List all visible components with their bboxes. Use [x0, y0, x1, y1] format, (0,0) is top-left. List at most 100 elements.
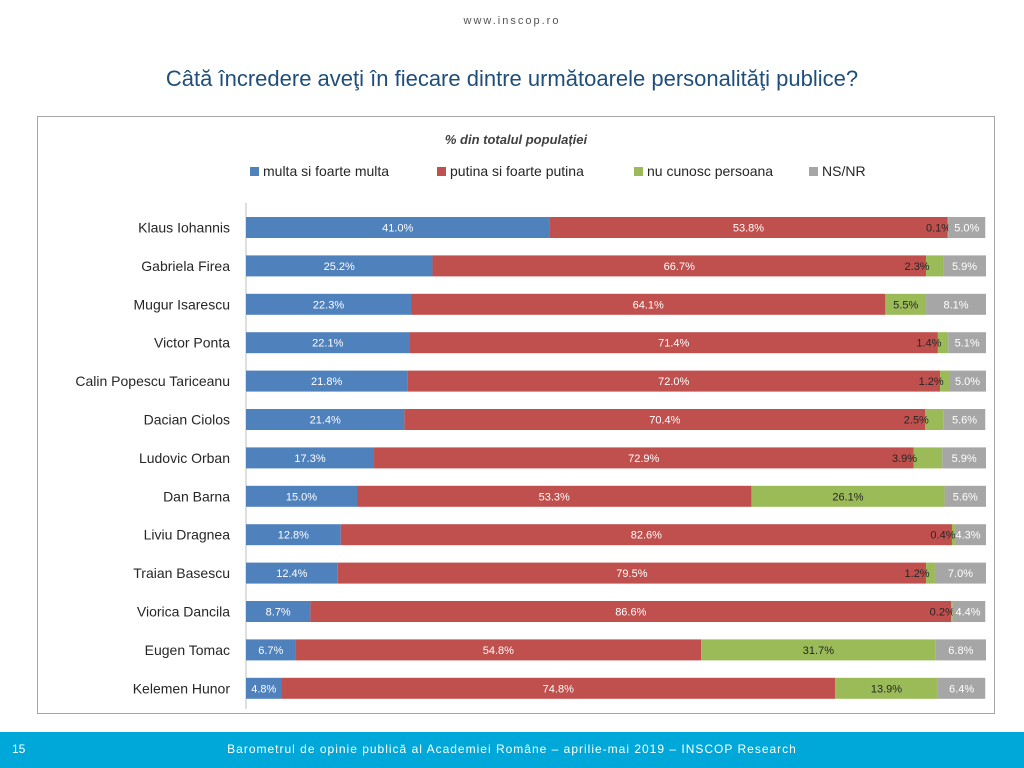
bar-segment-2: [340, 524, 952, 546]
data-label: 12.8%: [278, 530, 309, 542]
bar-segment-4: [935, 639, 986, 661]
data-label: 71.4%: [658, 338, 689, 350]
bar-segment-2: [411, 293, 886, 315]
data-label: 0.2%: [930, 607, 955, 619]
bar-segment-2: [432, 255, 927, 277]
bar-segment-2: [404, 409, 926, 430]
bar-segment-4: [943, 255, 986, 277]
bar-segment-2: [409, 332, 938, 354]
bar-segment-2: [357, 485, 752, 507]
bar-segment-3: [937, 332, 949, 354]
category-label: Ludovic Orban: [139, 450, 230, 466]
bar-segment-2: [549, 217, 948, 238]
bar-segment-3: [751, 485, 945, 507]
category-label: Gabriela Firea: [141, 258, 230, 274]
data-label: 0.4%: [930, 530, 955, 542]
legend-swatch-4: [809, 167, 818, 176]
category-label: Klaus Iohannis: [138, 220, 230, 236]
chart-frame: % din totalul populației multa si foarte …: [37, 116, 995, 714]
data-label: 25.2%: [324, 261, 355, 273]
bar-segment-4: [952, 601, 986, 622]
data-label: 74.8%: [543, 683, 574, 695]
bar-segment-2: [295, 639, 702, 661]
bar-segment-1: [246, 370, 408, 392]
bar-segment-3: [835, 677, 938, 699]
bar-segment-3: [885, 293, 927, 315]
category-label: Mugur Isarescu: [134, 296, 230, 312]
data-label: 41.0%: [382, 223, 413, 235]
footer-text: Barometrul de opinie publică al Academie…: [227, 742, 797, 756]
bar-segment-2: [337, 562, 927, 584]
bar-segment-3: [701, 639, 936, 661]
data-label: 6.4%: [949, 683, 974, 695]
data-label: 1.2%: [905, 568, 930, 580]
bar-segment-2: [374, 447, 914, 469]
bar-segment-4: [948, 332, 986, 354]
data-label: 5.0%: [955, 376, 980, 388]
data-label: 13.9%: [871, 683, 902, 695]
bar-segment-3: [926, 255, 944, 277]
bar-segment-4: [943, 409, 986, 430]
data-label: 0.1%: [926, 223, 951, 235]
bar-segment-3: [947, 217, 949, 238]
data-label: 5.6%: [953, 491, 978, 503]
data-label: 70.4%: [649, 415, 680, 427]
category-label: Dacian Ciolos: [144, 412, 230, 428]
data-label: 21.8%: [311, 376, 342, 388]
data-label: 86.6%: [615, 607, 646, 619]
data-label: 5.9%: [952, 453, 977, 465]
bar-segment-4: [954, 524, 986, 546]
bar-segment-2: [281, 677, 836, 699]
data-label: 82.6%: [631, 530, 662, 542]
data-label: 79.5%: [616, 568, 647, 580]
data-label: 5.6%: [952, 415, 977, 427]
data-label: 5.1%: [955, 338, 980, 350]
bar-segment-3: [951, 601, 953, 622]
bar-segment-1: [246, 601, 311, 622]
legend-swatch-1: [250, 167, 259, 176]
bar-segment-4: [926, 293, 986, 315]
data-label: 3.9%: [892, 453, 917, 465]
data-label: 1.2%: [919, 376, 944, 388]
data-label: 53.8%: [733, 223, 764, 235]
data-label: 22.3%: [313, 299, 344, 311]
data-label: 5.9%: [952, 261, 977, 273]
legend-label-4: NS/NR: [822, 163, 866, 179]
data-label: 54.8%: [483, 645, 514, 657]
bar-segment-1: [246, 217, 550, 238]
data-label: 31.7%: [803, 645, 834, 657]
footer-bar: 15 Barometrul de opinie publică al Acade…: [0, 732, 1024, 768]
legend-label-3: nu cunosc persoana: [647, 163, 773, 179]
category-label: Viorica Dancila: [137, 604, 230, 620]
stacked-bar-chart: % din totalul populației multa si foarte …: [75, 132, 986, 709]
bar-segment-2: [407, 370, 941, 392]
data-label: 8.1%: [943, 299, 968, 311]
slide-title: Câtă încredere aveţi în fiecare dintre u…: [165, 66, 859, 91]
page-number: 15: [12, 742, 26, 756]
data-label: 21.4%: [310, 415, 341, 427]
data-label: 4.8%: [251, 683, 276, 695]
bar-segment-1: [246, 524, 341, 546]
data-label: 8.7%: [266, 607, 291, 619]
bar-segment-3: [940, 370, 949, 392]
category-label: Victor Ponta: [154, 335, 230, 351]
data-label: 2.5%: [904, 415, 929, 427]
bar-segment-3: [913, 447, 943, 469]
bar-segment-1: [246, 562, 338, 584]
bar-segment-4: [934, 562, 986, 584]
category-label: Dan Barna: [163, 488, 230, 504]
category-label: Calin Popescu Tariceanu: [75, 373, 230, 389]
data-label: 12.4%: [276, 568, 307, 580]
bar-segment-4: [937, 677, 986, 699]
legend-swatch-3: [634, 167, 643, 176]
legend-label-2: putina si foarte putina: [450, 163, 584, 179]
bar-segment-3: [926, 562, 935, 584]
bar-segment-1: [246, 677, 282, 699]
data-label: 5.5%: [893, 299, 918, 311]
data-label: 15.0%: [286, 491, 317, 503]
data-label: 6.8%: [948, 645, 973, 657]
data-label: 66.7%: [664, 261, 695, 273]
bar-segment-3: [925, 409, 944, 430]
data-label: 72.9%: [628, 453, 659, 465]
data-label: 2.3%: [905, 261, 930, 273]
